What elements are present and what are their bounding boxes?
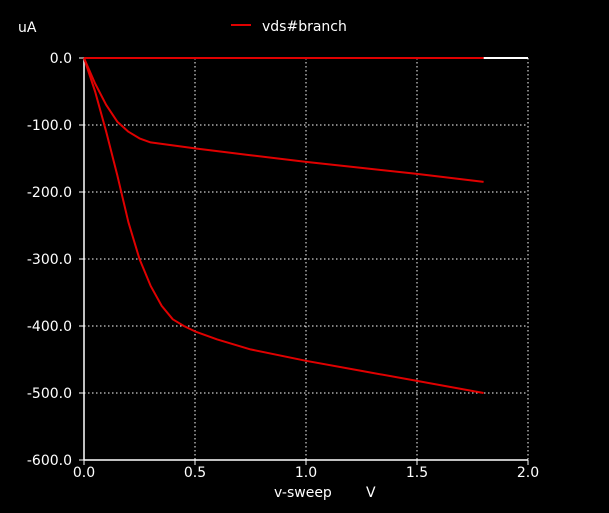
x-tick-label: 1.0 [295, 465, 317, 481]
axes-frame [79, 57, 529, 465]
series-segment-3 [83, 57, 484, 394]
y-axis-label: uA [18, 20, 37, 36]
y-tick-label: 0.0 [50, 51, 72, 67]
y-tick-label: -400.0 [27, 319, 72, 335]
y-tick-label: -200.0 [27, 185, 72, 201]
y-tick-label: -600.0 [27, 453, 72, 469]
x-axis-label: v-sweep [274, 485, 332, 501]
series-segment-2 [83, 57, 484, 183]
x-tick-label: 1.5 [406, 465, 428, 481]
x-tick-label: 2.0 [517, 465, 539, 481]
y-tick-labels: 0.0 -100.0 -200.0 -300.0 -400.0 -500.0 -600.0 [27, 51, 72, 469]
legend-entry-vds-branch: vds#branch [262, 19, 347, 35]
x-tick-label: 0.5 [184, 465, 206, 481]
grid-lines [84, 57, 529, 461]
y-tick-label: -500.0 [27, 386, 72, 402]
legend: vds#branch [231, 19, 347, 35]
y-tick-label: -100.0 [27, 118, 72, 134]
series-lines [83, 57, 484, 394]
x-tick-label: 0.0 [73, 465, 95, 481]
x-axis-unit: V [366, 485, 376, 501]
x-tick-labels: 0.0 0.5 1.0 1.5 2.0 [73, 465, 539, 481]
y-tick-label: -300.0 [27, 252, 72, 268]
